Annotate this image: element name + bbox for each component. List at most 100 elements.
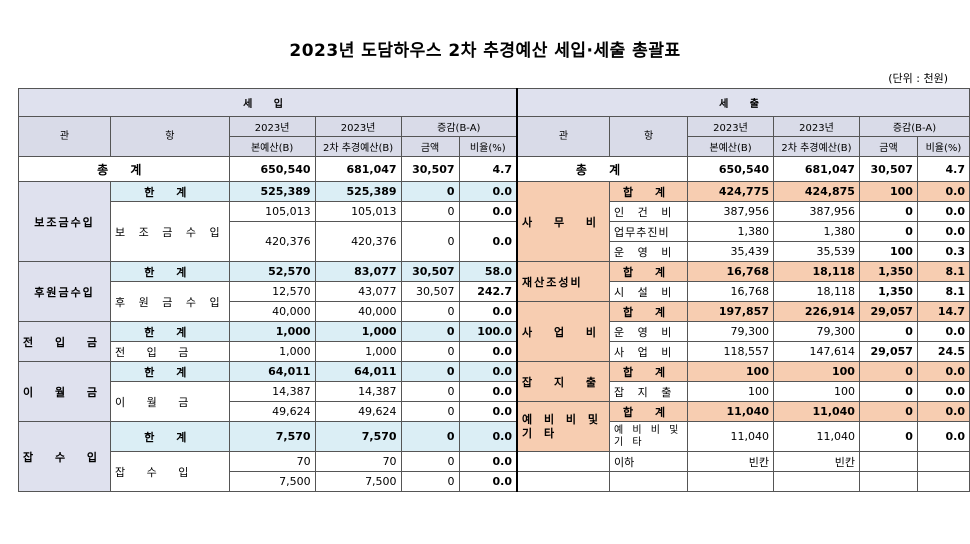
table-cell: 35,539	[772, 241, 860, 262]
unit-label: (단위 : 천원)	[888, 72, 948, 85]
table-cell: 18,118	[772, 261, 860, 282]
table-cell: 79,300	[772, 321, 860, 342]
table-cell: 0	[400, 221, 460, 262]
col-diff-exp: 증감(B-A)	[858, 116, 970, 137]
income-gwan-2: 후원금수입	[17, 261, 112, 322]
table-cell: 0	[858, 361, 918, 382]
col-ratio: 비율(%)	[458, 136, 518, 157]
table-cell: 1,380	[687, 221, 774, 242]
table-cell: 0	[400, 421, 460, 452]
table-cell: 420,376	[314, 221, 402, 262]
table-cell: 0	[858, 221, 918, 242]
table-cell: 64,011	[228, 361, 316, 382]
table-cell: 총 계	[18, 156, 230, 182]
table-cell: 29,057	[858, 301, 918, 322]
table-cell: 한 계	[110, 421, 230, 452]
table-cell: 70	[314, 451, 402, 472]
table-cell: 합 계	[609, 261, 689, 282]
col-budget-a-exp: 본예산(B)	[687, 136, 774, 157]
table-cell: 0	[400, 471, 460, 492]
table-cell: 0.0	[458, 401, 518, 422]
col-budget-b-year-exp: 2023년	[772, 116, 860, 137]
table-cell: 30,507	[400, 261, 460, 282]
table-cell: 0	[400, 361, 460, 382]
table-cell: 29,057	[858, 341, 918, 362]
table-cell: 0	[400, 301, 460, 322]
table-cell: 16,768	[687, 261, 774, 282]
table-cell: 58.0	[458, 261, 518, 282]
table-cell: 0.0	[458, 471, 518, 492]
table-cell: 7,500	[314, 471, 402, 492]
col-budget-a-year: 2023년	[228, 116, 316, 137]
table-cell: 650,540	[228, 156, 316, 182]
table-row: 420,376 420,376 0 0.0 업무추진비 1,380 1,380 …	[19, 221, 970, 262]
table-row: 운 영 비 35,439 35,539 100 0.3	[19, 241, 970, 262]
table-cell: 1,000	[228, 321, 316, 342]
table-cell: 7,570	[314, 421, 402, 452]
table-cell: 242.7	[458, 281, 518, 302]
table-cell: 424,875	[772, 181, 860, 202]
income-gwan-3: 전 입 금	[17, 321, 112, 362]
table-cell: 105,013	[314, 201, 402, 222]
table-cell: 49,624	[228, 401, 316, 422]
table-cell: 0.0	[458, 201, 518, 222]
table-cell: 11,040	[772, 401, 860, 422]
table-cell: 14.7	[916, 301, 970, 322]
table-cell: 387,956	[687, 201, 774, 222]
table-cell: 0	[858, 381, 918, 402]
table-cell: 시 설 비	[609, 281, 689, 302]
table-cell: 30,507	[400, 281, 460, 302]
col-hang-exp: 항	[609, 116, 689, 157]
table-cell: 빈칸	[687, 451, 774, 472]
table-row: 49,624 49,624 0 0.0 예 비 비 및 기 타 합 계 11,0…	[19, 401, 970, 452]
expense-gwan-4: 잡 지 출	[516, 361, 611, 402]
income-hang-4: 이 월 금	[110, 381, 230, 422]
col-budget-b-year: 2023년	[314, 116, 402, 137]
table-cell: 한 계	[110, 321, 230, 342]
table-row: 후원금수입 한 계 52,570 83,077 30,507 58.0 재산조성…	[17, 261, 970, 322]
table-cell: 8.1	[916, 261, 970, 282]
table-cell	[516, 471, 611, 492]
table-cell: 525,389	[228, 181, 316, 202]
table-cell: 0.0	[458, 451, 518, 472]
table-cell: 681,047	[314, 156, 402, 182]
expense-gwan-3: 사 업 비	[516, 301, 611, 362]
table-cell: 14,387	[228, 381, 316, 402]
table-cell: 100	[772, 381, 860, 402]
col-budget-b-exp: 2차 추경예산(B)	[772, 136, 860, 157]
table-cell: 100	[858, 241, 918, 262]
table-cell: 업무추진비	[609, 221, 689, 242]
table-cell: 1,000	[314, 341, 402, 362]
table-cell: 100	[858, 181, 918, 202]
table-cell: 전 입 금	[110, 341, 230, 362]
table-row: 잡 수 입 한 계 7,570 7,570 0 0.0 예 비 비 및 기 타 …	[17, 421, 970, 492]
table-cell: 0.0	[916, 321, 970, 342]
table-cell: 197,857	[687, 301, 774, 322]
table-cell	[516, 451, 611, 472]
table-cell	[609, 471, 689, 492]
table-cell: 운 영 비	[609, 241, 689, 262]
table-cell: 잡 지 출	[609, 381, 689, 402]
table-cell: 사 업 비	[609, 341, 689, 362]
table-cell	[916, 451, 970, 472]
table-cell: 70	[228, 451, 316, 472]
table-cell: 0.0	[916, 421, 970, 452]
budget-table: 세 입 세 출 관 항 2023년 2023년 증감(B-A) 관 항 2023…	[17, 88, 970, 492]
table-cell: 0.0	[458, 381, 518, 402]
table-cell: 0	[858, 421, 918, 452]
col-diff: 증감(B-A)	[400, 116, 518, 137]
table-cell: 7,570	[228, 421, 316, 452]
table-cell: 681,047	[772, 156, 860, 182]
table-cell: 30,507	[400, 156, 460, 182]
col-gwan-exp: 관	[516, 116, 611, 157]
table-cell: 1,000	[228, 341, 316, 362]
table-cell: 0	[858, 401, 918, 422]
table-cell: 예 비 비 및 기 타	[609, 421, 689, 452]
table-cell	[916, 471, 970, 492]
table-cell: 43,077	[314, 281, 402, 302]
table-cell: 100.0	[458, 321, 518, 342]
table-cell: 1,000	[314, 321, 402, 342]
table-cell: 40,000	[228, 301, 316, 322]
table-cell: 35,439	[687, 241, 774, 262]
table-cell: 운 영 비	[609, 321, 689, 342]
